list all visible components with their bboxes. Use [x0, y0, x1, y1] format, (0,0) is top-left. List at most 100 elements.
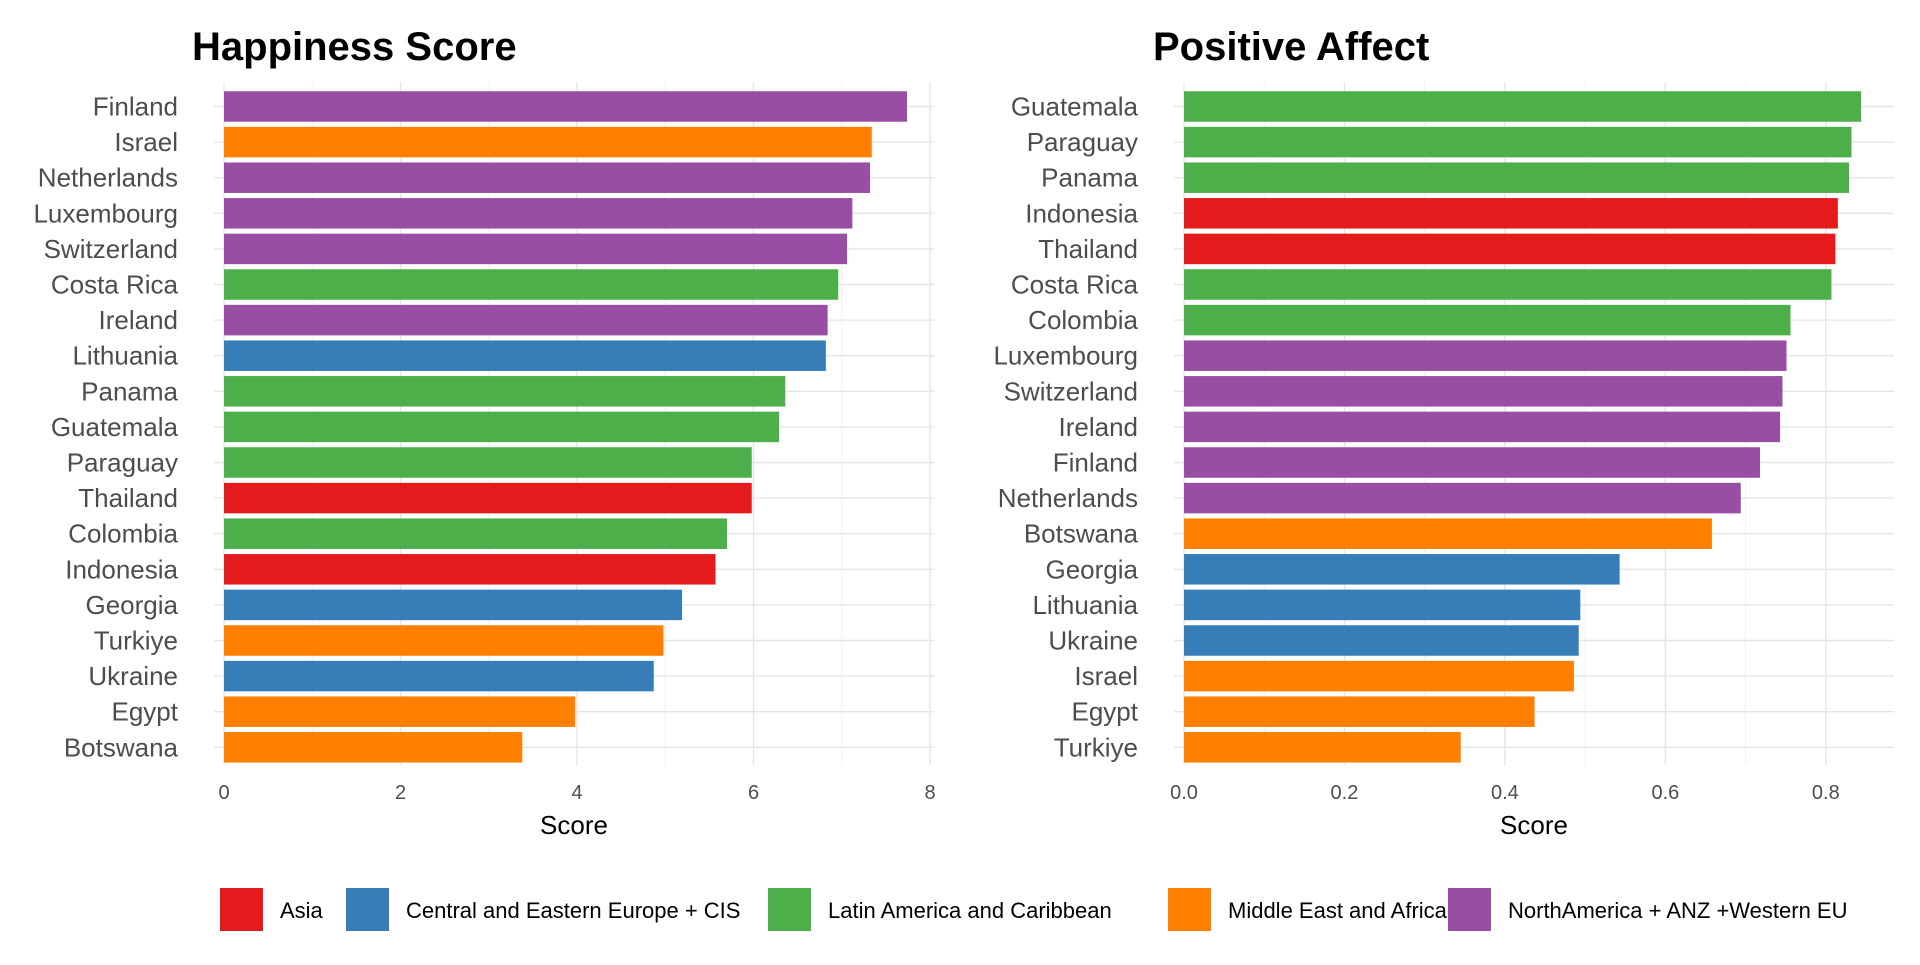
bar-ukraine [224, 660, 654, 692]
bar-paraguay [1184, 126, 1852, 158]
legend-key [1168, 888, 1211, 931]
category-label: Panama [1041, 163, 1138, 193]
chart-title: Happiness Score [192, 25, 517, 69]
bar-botswana [1184, 518, 1712, 549]
bar-egypt [1184, 696, 1535, 727]
category-label: Colombia [1028, 305, 1138, 335]
category-label: Colombia [68, 519, 178, 549]
bar-indonesia [224, 554, 716, 585]
bar-switzerland [1184, 376, 1783, 407]
bar-panama [224, 376, 786, 407]
category-label: Ukraine [1048, 626, 1138, 656]
bar-finland [224, 91, 908, 122]
category-label: Ireland [1059, 412, 1139, 442]
category-label: Israel [1074, 661, 1138, 691]
category-label: Guatemala [51, 412, 179, 442]
bar-guatemala [1184, 91, 1862, 122]
bar-egypt [224, 696, 576, 727]
category-label: Georgia [1046, 554, 1139, 584]
x-tick-label: 0.6 [1651, 782, 1679, 804]
category-label: Israel [114, 127, 178, 157]
category-label: Ireland [99, 305, 179, 335]
bar-guatemala [224, 411, 780, 443]
category-label: Botswana [1024, 519, 1139, 549]
category-label: Netherlands [38, 163, 178, 193]
bar-costa-rica [1184, 269, 1832, 300]
x-axis-title: Score [540, 810, 608, 840]
bar-georgia [224, 589, 683, 621]
category-label: Costa Rica [51, 270, 179, 300]
bar-paraguay [224, 447, 752, 478]
bar-botswana [224, 732, 523, 763]
bar-ireland [1184, 411, 1781, 443]
category-label: Ukraine [88, 661, 178, 691]
legend-key [220, 888, 263, 931]
legend-key [1448, 888, 1491, 931]
legend-key [768, 888, 811, 931]
category-label: Luxembourg [33, 198, 178, 228]
bar-turkiye [1184, 732, 1461, 763]
bar-colombia [224, 518, 728, 549]
category-label: Egypt [1072, 697, 1139, 727]
bar-thailand [1184, 233, 1836, 265]
x-tick-label: 0.8 [1812, 782, 1840, 804]
chart-title: Positive Affect [1153, 25, 1429, 69]
chart-panel-2: Guatemala Paraguay Panama Indonesia Thailand… [993, 25, 1894, 840]
legend: Asia Central and Eastern Europe + CIS Lati… [220, 888, 1848, 931]
x-axis-title: Score [1500, 810, 1568, 840]
x-tick-label: 6 [748, 782, 759, 804]
bar-lithuania [1184, 589, 1581, 621]
category-label: Indonesia [65, 554, 178, 584]
category-label: Switzerland [1004, 376, 1138, 406]
bar-georgia [1184, 554, 1620, 585]
category-label: Paraguay [1027, 127, 1138, 157]
bar-panama [1184, 162, 1850, 193]
chart-panel-1: Finland Israel Netherlands Luxembourg Switze… [33, 25, 935, 840]
bar-switzerland [224, 233, 848, 265]
bar-netherlands [1184, 482, 1741, 514]
bar-indonesia [1184, 198, 1838, 229]
category-label: Finland [93, 92, 178, 122]
x-tick-label: 0 [218, 782, 229, 804]
category-label: Turkiye [94, 626, 178, 656]
category-label: Indonesia [1025, 198, 1138, 228]
bar-luxembourg [224, 198, 853, 229]
x-tick-label: 8 [924, 782, 935, 804]
category-label: Lithuania [1032, 590, 1138, 620]
category-label: Panama [81, 376, 178, 406]
x-tick-label: 0.2 [1331, 782, 1359, 804]
bar-luxembourg [1184, 340, 1787, 371]
x-tick-label: 4 [571, 782, 582, 804]
category-label: Thailand [78, 483, 178, 513]
category-label: Luxembourg [993, 341, 1138, 371]
legend-key [346, 888, 389, 931]
category-label: Egypt [112, 697, 179, 727]
category-label: Turkiye [1054, 732, 1138, 762]
x-tick-label: 2 [395, 782, 406, 804]
bar-turkiye [224, 625, 664, 656]
category-label: Costa Rica [1011, 270, 1139, 300]
x-tick-label: 0.4 [1491, 782, 1519, 804]
bar-finland [1184, 447, 1761, 478]
bar-lithuania [224, 340, 826, 371]
category-label: Georgia [86, 590, 179, 620]
bar-israel [224, 126, 872, 158]
bar-colombia [1184, 304, 1791, 336]
bar-israel [1184, 660, 1574, 692]
category-label: Switzerland [44, 234, 178, 264]
legend-label: Asia [280, 898, 324, 923]
category-label: Netherlands [998, 483, 1138, 513]
legend-label: Central and Eastern Europe + CIS [406, 898, 740, 923]
category-label: Finland [1053, 448, 1138, 478]
category-label: Paraguay [67, 448, 178, 478]
bar-ukraine [1184, 625, 1579, 656]
x-tick-label: 0.0 [1170, 782, 1198, 804]
bar-netherlands [224, 162, 870, 193]
category-label: Lithuania [72, 341, 178, 371]
bar-costa-rica [224, 269, 839, 300]
category-label: Botswana [64, 732, 179, 762]
category-label: Guatemala [1011, 92, 1139, 122]
legend-label: NorthAmerica + ANZ +Western EU [1508, 898, 1848, 923]
